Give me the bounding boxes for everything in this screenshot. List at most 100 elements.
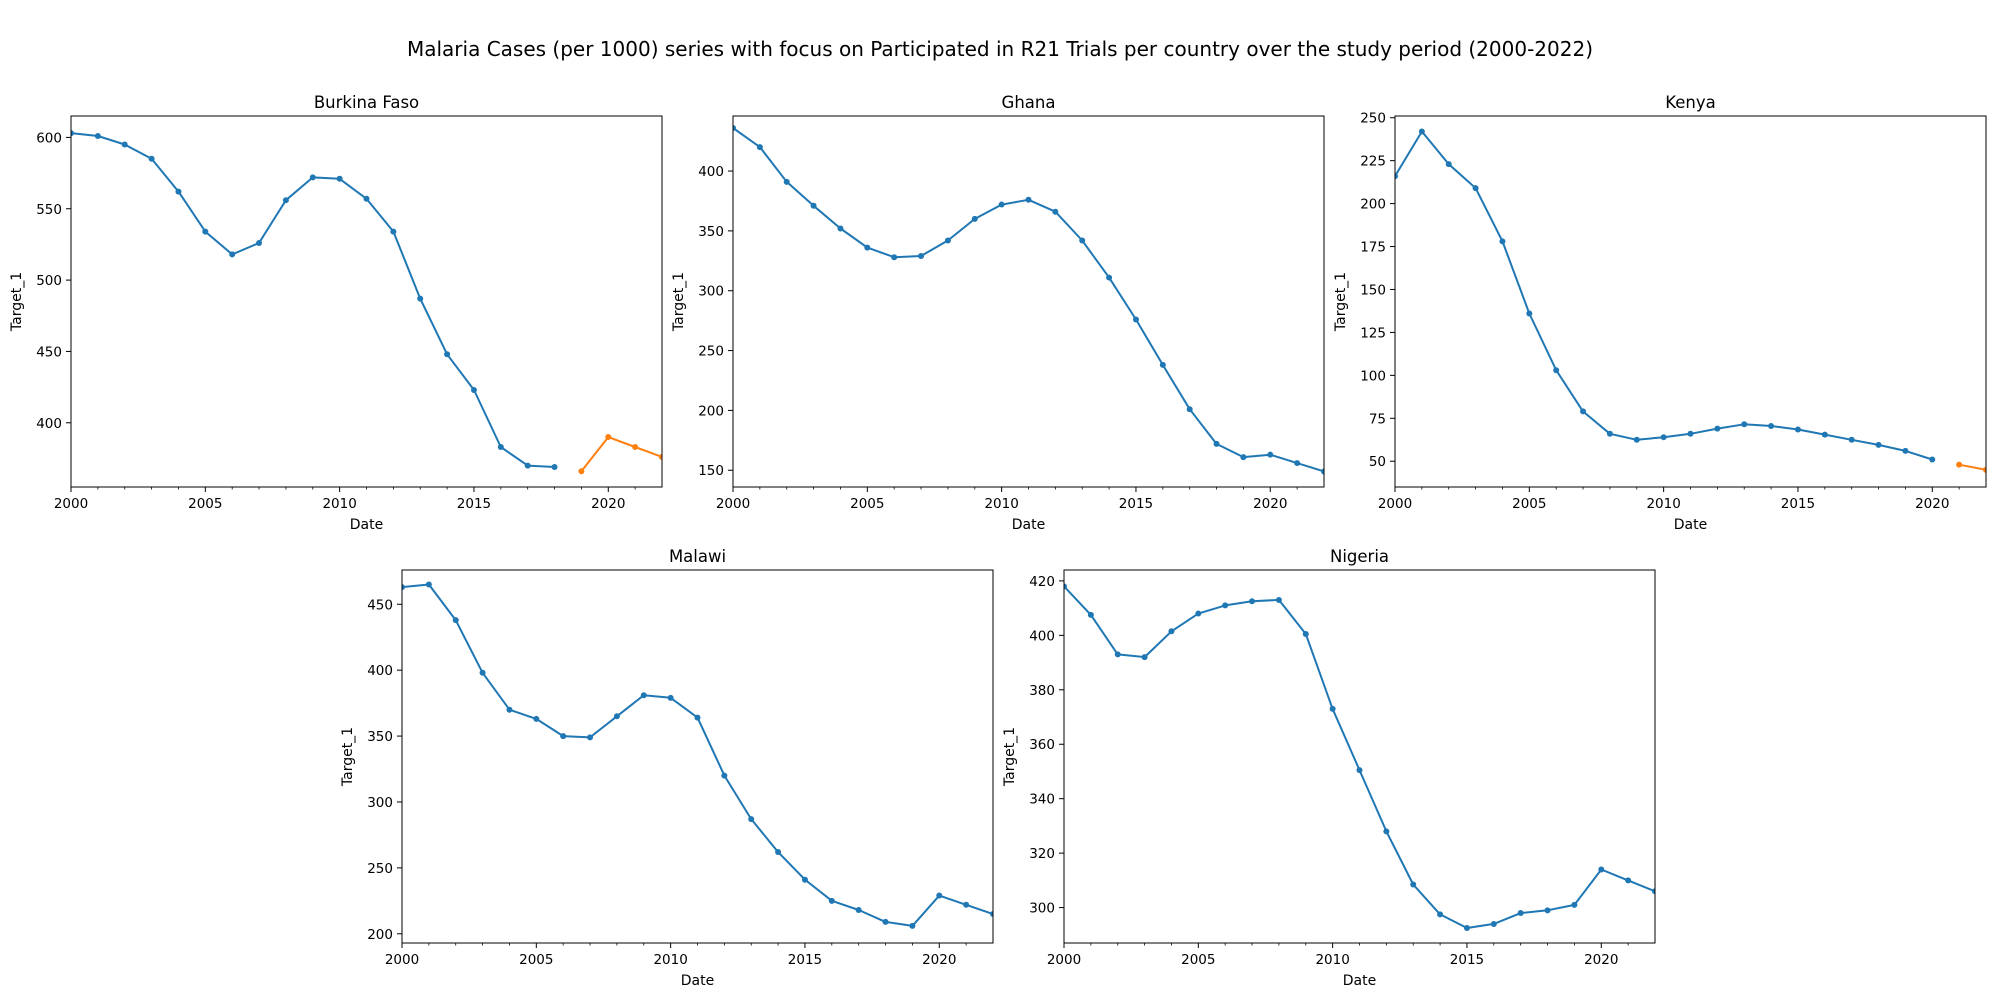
subplot-nigeria: Nigeria 2000 2005 2010 2015 2020 300 320 340 360 3… xyxy=(1002,547,1656,989)
data-point xyxy=(1768,423,1775,430)
subplot-ghana: Ghana 2000 2005 2010 2015 2020 150 200 250 300 350… xyxy=(671,93,1325,533)
x-axis-label: Date xyxy=(1674,517,1707,533)
data-point xyxy=(1437,911,1444,918)
data-point xyxy=(524,462,531,469)
data-point xyxy=(1025,196,1032,203)
y-tick-label: 600 xyxy=(36,130,62,146)
data-point xyxy=(560,733,567,740)
data-point xyxy=(175,188,182,195)
data-point xyxy=(944,237,951,244)
data-point xyxy=(632,444,639,451)
data-point xyxy=(918,253,925,260)
y-tick-label: 400 xyxy=(1029,628,1055,644)
x-tick-label: 2015 xyxy=(1119,496,1153,512)
data-point xyxy=(452,617,459,624)
data-point xyxy=(229,251,236,258)
x-tick-label: 2020 xyxy=(922,952,956,968)
data-point xyxy=(1580,408,1587,415)
data-point xyxy=(613,713,620,720)
data-point xyxy=(425,581,432,588)
y-tick-label: 320 xyxy=(1029,846,1055,862)
y-axis-label: Target_1 xyxy=(1002,727,1018,787)
data-point xyxy=(783,178,790,185)
data-point xyxy=(828,897,835,904)
y-tick-label: 200 xyxy=(698,403,724,419)
x-tick-label: 2015 xyxy=(1781,496,1815,512)
y-tick-label: 450 xyxy=(367,597,393,613)
subplot-title: Nigeria xyxy=(1330,547,1389,566)
data-point xyxy=(121,141,128,148)
y-axis-label: Target_1 xyxy=(9,272,25,332)
data-point xyxy=(1106,274,1113,281)
data-point xyxy=(578,468,585,475)
data-point xyxy=(1329,705,1336,712)
data-point xyxy=(1526,310,1533,317)
y-tick-label: 250 xyxy=(698,344,724,360)
y-tick-label: 420 xyxy=(1029,574,1055,590)
series-1 xyxy=(578,434,662,475)
y-tick-label: 500 xyxy=(36,273,62,289)
plot-frame xyxy=(1063,569,1656,944)
y-tick-label: 100 xyxy=(1360,368,1386,384)
plot-frame xyxy=(70,115,663,488)
series-line xyxy=(1958,463,1986,471)
data-point xyxy=(1410,881,1417,888)
data-point xyxy=(1213,440,1220,447)
data-point xyxy=(363,195,370,202)
x-tick-label: 2000 xyxy=(1378,496,1412,512)
data-point xyxy=(479,669,486,676)
data-point xyxy=(1490,920,1497,927)
y-tick-label: 380 xyxy=(1029,683,1055,699)
data-point xyxy=(1383,828,1390,835)
x-tick-label: 2015 xyxy=(457,496,491,512)
y-tick-label: 340 xyxy=(1029,792,1055,808)
data-point xyxy=(694,714,701,721)
data-point xyxy=(810,202,817,209)
data-point xyxy=(1472,185,1479,192)
x-tick-label: 2020 xyxy=(1253,496,1287,512)
series-0 xyxy=(71,130,558,471)
y-axis-label: Target_1 xyxy=(671,272,687,332)
data-point xyxy=(256,239,263,246)
y-axis-label: Target_1 xyxy=(1333,272,1349,332)
data-point xyxy=(748,816,755,823)
data-point xyxy=(1741,421,1748,428)
y-tick-label: 450 xyxy=(36,344,62,360)
data-point xyxy=(1445,161,1452,168)
x-tick-label: 2000 xyxy=(716,496,750,512)
y-tick-label: 350 xyxy=(698,224,724,240)
data-point xyxy=(1902,447,1909,454)
data-point xyxy=(417,295,424,302)
subplot-malawi: Malawi 2000 2005 2010 2015 2020 200 250 300 350 40… xyxy=(340,547,994,989)
data-point xyxy=(1606,430,1613,437)
data-point xyxy=(1395,173,1398,180)
x-tick-label: 2000 xyxy=(1047,952,1081,968)
data-point xyxy=(1294,460,1301,467)
series-line xyxy=(1064,585,1655,929)
data-point xyxy=(1553,367,1560,374)
series-0 xyxy=(1395,128,1936,463)
plot-frame xyxy=(401,569,994,944)
x-tick-label: 2000 xyxy=(385,952,419,968)
data-point xyxy=(1418,128,1425,135)
x-tick-label: 2010 xyxy=(653,952,687,968)
data-point xyxy=(801,876,808,883)
data-point xyxy=(309,174,316,181)
data-point xyxy=(1132,316,1139,323)
y-tick-label: 350 xyxy=(367,729,393,745)
data-point xyxy=(721,772,728,779)
x-axis-label: Date xyxy=(1343,973,1376,989)
x-tick-label: 2005 xyxy=(850,496,884,512)
data-point xyxy=(506,706,513,713)
data-point xyxy=(533,715,540,722)
data-point xyxy=(1141,654,1148,661)
data-point xyxy=(936,892,943,899)
data-point xyxy=(756,144,763,151)
data-point xyxy=(1517,910,1524,917)
y-tick-label: 550 xyxy=(36,202,62,218)
subplot-title: Malawi xyxy=(669,547,726,566)
data-point xyxy=(282,197,289,204)
x-axis-label: Date xyxy=(1012,517,1045,533)
data-point xyxy=(1660,434,1667,441)
y-tick-label: 200 xyxy=(367,927,393,943)
